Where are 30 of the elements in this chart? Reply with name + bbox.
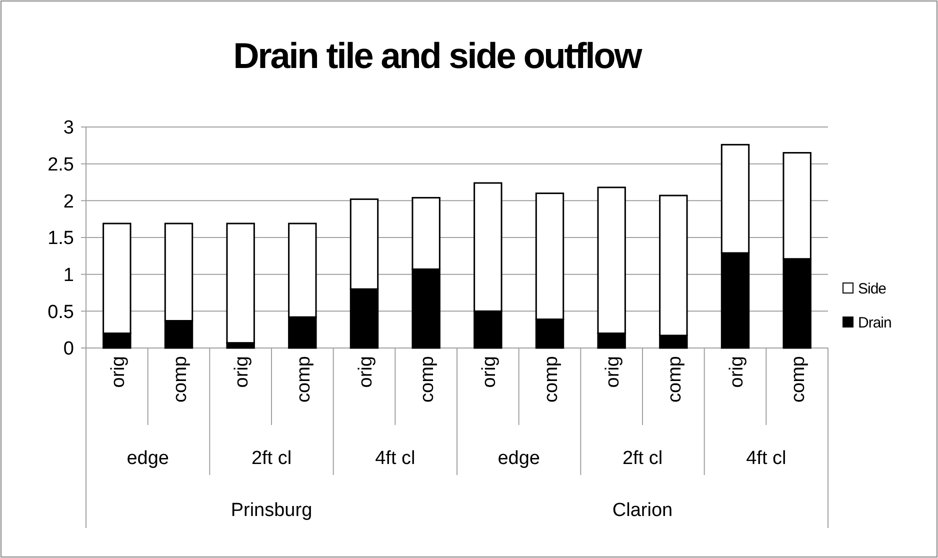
y-tick-label: 0	[63, 338, 74, 360]
text: Clarion	[612, 500, 673, 521]
text: edge	[126, 448, 169, 469]
y-tick-label: 2	[63, 191, 74, 212]
x-tick-label: comp	[417, 356, 438, 402]
x-tick-label: comp	[293, 356, 314, 402]
x-tick-label: comp	[788, 356, 810, 402]
y-tick-label: 3	[63, 118, 74, 139]
legend-label: Side	[858, 280, 886, 298]
text: edge	[498, 448, 540, 469]
x-tick-label: orig	[108, 356, 129, 388]
x-tick-label: orig	[602, 356, 624, 388]
y-tick-label: 2.5	[48, 154, 74, 176]
x-tick-label: orig	[478, 356, 500, 388]
x-tick-label: comp	[170, 356, 191, 402]
legend-label: Drain	[858, 314, 892, 332]
text: 2ft cl	[622, 448, 663, 469]
text: 2ft cl	[251, 448, 292, 469]
x-tick-label: comp	[540, 356, 562, 402]
text: 4ft cl	[746, 448, 786, 469]
y-tick-label: 0.5	[48, 302, 74, 323]
x-tick-label: orig	[232, 356, 253, 388]
x-tick-label: orig	[355, 356, 376, 388]
x-tick-label: comp	[664, 356, 686, 402]
text: 4ft cl	[375, 448, 416, 469]
text: Prinsburg	[230, 500, 312, 521]
y-tick-label: 1.5	[48, 228, 74, 250]
x-tick-label: orig	[726, 356, 748, 388]
chart-title: Drain tile and side outflow	[233, 35, 644, 76]
y-tick-label: 1	[63, 264, 74, 286]
